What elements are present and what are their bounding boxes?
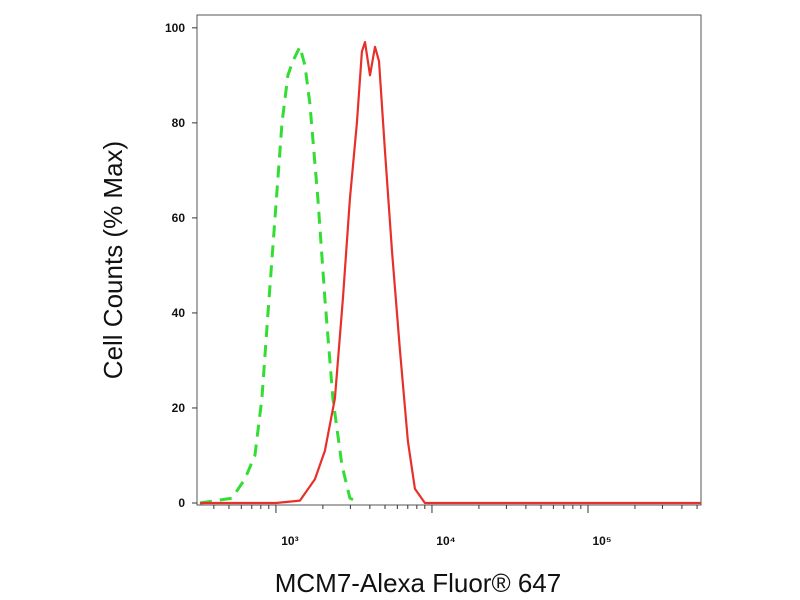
y-tick-label: 20 [172, 401, 186, 415]
y-tick-label: 80 [172, 116, 186, 130]
plot-frame [196, 14, 702, 506]
x-tick-label: 10⁴ [436, 534, 455, 548]
x-axis-title: MCM7-Alexa Fluor® 647 [275, 568, 561, 598]
y-tick-label: 40 [172, 306, 186, 320]
y-tick-label: 0 [178, 496, 185, 510]
y-tick-label: 60 [172, 211, 186, 225]
histogram-curve [200, 40, 701, 505]
x-tick-label: 10⁵ [592, 534, 611, 548]
y-axis-title: Cell Counts (% Max) [98, 141, 128, 379]
x-tick-label: 10³ [281, 534, 298, 548]
histogram-curve [199, 45, 361, 505]
y-tick-label: 100 [165, 21, 185, 35]
